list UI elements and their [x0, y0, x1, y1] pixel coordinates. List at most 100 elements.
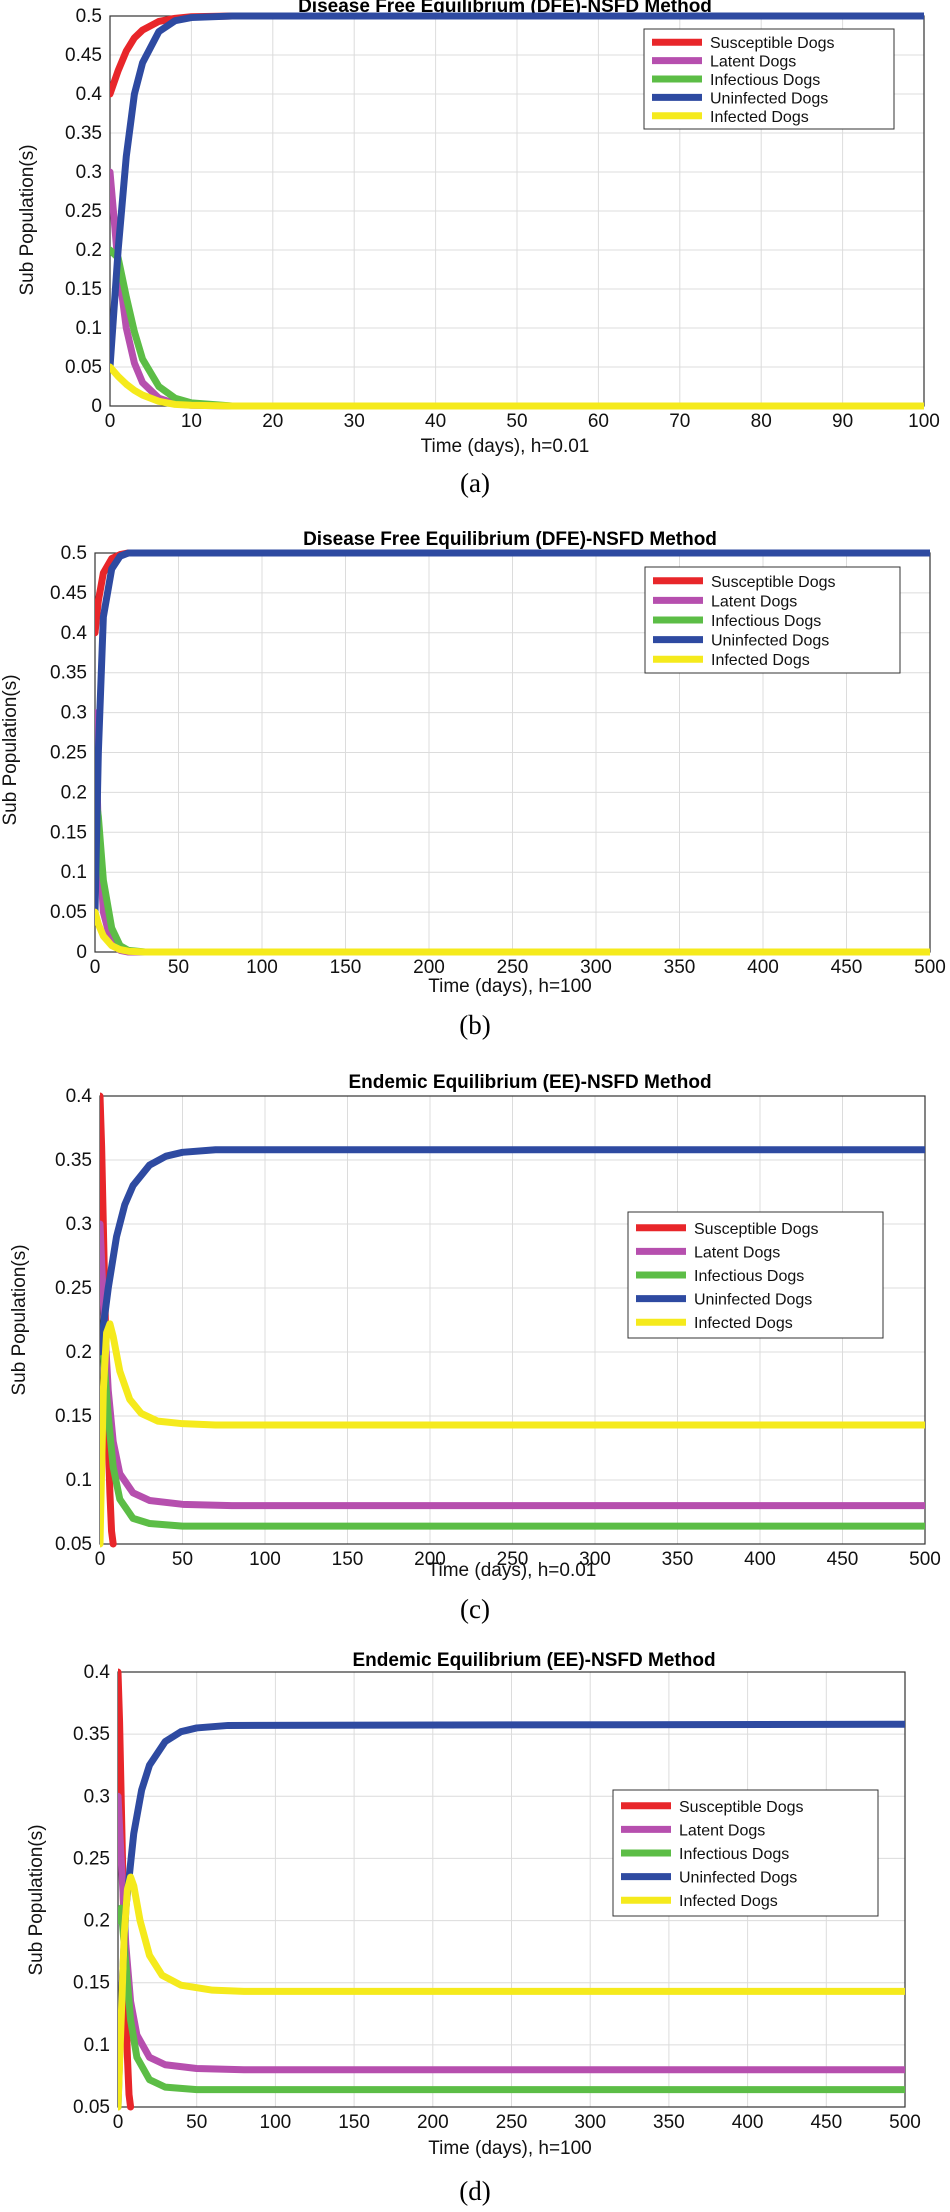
- legend-label: Infectious Dogs: [679, 1846, 789, 1863]
- x-tick-label: 80: [751, 411, 772, 432]
- x-tick-label: 100: [908, 411, 940, 432]
- x-tick-label: 0: [95, 1549, 106, 1570]
- x-tick-label: 40: [425, 411, 446, 432]
- y-axis-label: Sub Population(s): [17, 144, 38, 295]
- x-tick-label: 50: [168, 957, 189, 978]
- legend-label: Latent Dogs: [710, 54, 796, 71]
- chart-panel-b: Disease Free Equilibrium (DFE)-NSFD Meth…: [0, 520, 950, 1060]
- y-tick-label: 0.05: [73, 2097, 110, 2118]
- caption-label: (c): [460, 1594, 490, 1624]
- y-tick-label: 0.45: [65, 45, 102, 66]
- y-tick-label: 0.15: [55, 1406, 92, 1427]
- x-tick-label: 200: [417, 2112, 449, 2133]
- y-tick-label: 0.4: [61, 623, 88, 644]
- x-tick-label: 200: [414, 1549, 446, 1570]
- x-tick-label: 200: [413, 957, 445, 978]
- y-tick-label: 0: [91, 396, 102, 417]
- y-axis-label: Sub Population(s): [9, 1244, 30, 1395]
- legend-label: Susceptible Dogs: [710, 35, 835, 52]
- legend-label: Infectious Dogs: [710, 72, 820, 89]
- y-tick-label: 0.35: [50, 663, 87, 684]
- x-axis-label: Time (days), h=0.01: [421, 436, 590, 457]
- x-tick-label: 150: [338, 2112, 370, 2133]
- chart-title: Disease Free Equilibrium (DFE)-NSFD Meth…: [303, 529, 717, 550]
- x-tick-label: 250: [497, 957, 529, 978]
- x-tick-label: 400: [732, 2112, 764, 2133]
- y-tick-label: 0.5: [61, 543, 87, 564]
- y-tick-label: 0.15: [65, 279, 102, 300]
- x-tick-label: 90: [832, 411, 853, 432]
- chart-c-svg: Endemic Equilibrium (EE)-NSFD Method Sub…: [9, 1072, 941, 1581]
- x-tick-label: 70: [669, 411, 690, 432]
- x-tick-label: 500: [909, 1549, 941, 1570]
- legend-label: Latent Dogs: [711, 593, 797, 610]
- series-line-uninfected-dogs: [100, 1146, 925, 1356]
- plot-frame: [99, 1095, 926, 1545]
- x-tick-label: 350: [664, 957, 696, 978]
- x-tick-label: 300: [579, 1549, 611, 1570]
- legend-label: Susceptible Dogs: [679, 1799, 804, 1816]
- chart-panel-c: Endemic Equilibrium (EE)-NSFD Method Sub…: [0, 1060, 950, 1640]
- y-tick-label: 0.3: [66, 1214, 92, 1235]
- x-tick-label: 20: [262, 411, 283, 432]
- y-tick-label: 0.1: [66, 1470, 92, 1491]
- y-tick-label: 0.35: [73, 1724, 110, 1745]
- legend-label: Latent Dogs: [679, 1822, 765, 1839]
- x-tick-label: 400: [747, 957, 779, 978]
- y-axis-label: Sub Population(s): [26, 1824, 47, 1975]
- series-line-uninfected-dogs: [95, 549, 930, 916]
- x-tick-label: 0: [105, 411, 116, 432]
- legend-label: Infected Dogs: [679, 1893, 778, 1910]
- y-tick-label: 0.05: [55, 1534, 92, 1555]
- y-tick-label: 0.3: [61, 703, 87, 724]
- x-axis-label: Time (days), h=100: [428, 2138, 592, 2159]
- y-tick-label: 0.25: [55, 1278, 92, 1299]
- x-tick-label: 30: [344, 411, 365, 432]
- series-line-infected-dogs: [110, 363, 924, 410]
- y-tick-label: 0.2: [76, 240, 102, 261]
- series-group: [95, 549, 930, 956]
- y-tick-label: 0.45: [50, 583, 87, 604]
- x-tick-label: 0: [90, 957, 101, 978]
- y-tick-label: 0.05: [50, 902, 87, 923]
- y-tick-label: 0.1: [61, 862, 87, 883]
- x-tick-label: 10: [181, 411, 202, 432]
- y-axis-label: Sub Population(s): [0, 674, 21, 825]
- y-tick-label: 0.2: [84, 1911, 110, 1932]
- series-line-uninfected-dogs: [110, 12, 924, 371]
- x-tick-label: 450: [831, 957, 863, 978]
- y-tick-label: 0.1: [76, 318, 102, 339]
- x-tick-label: 100: [260, 2112, 292, 2133]
- series-group: [100, 1092, 925, 1548]
- legend-label: Uninfected Dogs: [694, 1292, 812, 1309]
- x-tick-label: 60: [588, 411, 609, 432]
- x-axis-label: Time (days), h=0.01: [428, 1560, 597, 1581]
- x-tick-label: 50: [172, 1549, 193, 1570]
- legend-label: Infected Dogs: [711, 652, 810, 669]
- y-tick-label: 0.15: [50, 822, 87, 843]
- x-tick-label: 500: [889, 2112, 921, 2133]
- y-tick-label: 0.05: [65, 357, 102, 378]
- plot-frame: [117, 1671, 906, 2108]
- x-tick-label: 350: [662, 1549, 694, 1570]
- legend-label: Latent Dogs: [694, 1244, 780, 1261]
- x-tick-label: 450: [827, 1549, 859, 1570]
- x-tick-label: 400: [744, 1549, 776, 1570]
- y-tick-label: 0.4: [84, 1662, 111, 1683]
- y-tick-label: 0.15: [73, 1973, 110, 1994]
- legend-label: Uninfected Dogs: [679, 1870, 797, 1887]
- y-tick-label: 0.3: [76, 162, 102, 183]
- y-tick-label: 0.35: [55, 1150, 92, 1171]
- series-line-infected-dogs: [95, 908, 930, 956]
- x-tick-label: 450: [810, 2112, 842, 2133]
- chart-panel-a: Disease Free Equilibrium (DFE)-NSFD Meth…: [0, 0, 950, 500]
- y-tick-label: 0.25: [73, 1848, 110, 1869]
- y-tick-label: 0.4: [76, 84, 103, 105]
- x-tick-label: 50: [186, 2112, 207, 2133]
- chart-d-svg: Endemic Equilibrium (EE)-NSFD Method Sub…: [26, 1650, 921, 2159]
- legend-label: Uninfected Dogs: [711, 633, 829, 650]
- legend: Susceptible Dogs Latent Dogs Infectious Do…: [612, 1789, 879, 1917]
